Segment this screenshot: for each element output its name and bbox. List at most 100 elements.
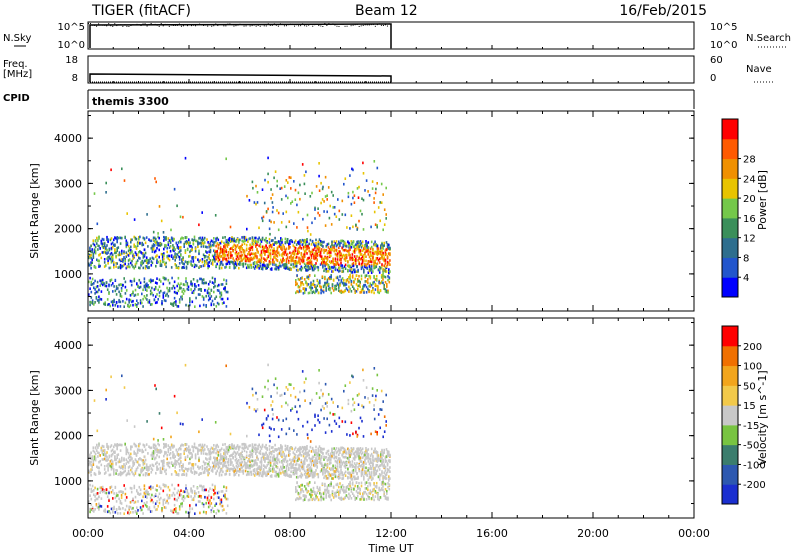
power-echo-cell (112, 303, 114, 307)
power-echo-cell (317, 211, 319, 215)
power-echo-cell (375, 250, 378, 254)
freq-tick-bottom: 8 (72, 73, 78, 84)
power-echo-cell (344, 259, 347, 262)
power-echo-cell (325, 270, 328, 273)
power-echo-cell (256, 255, 258, 258)
power-echo-cell (363, 283, 365, 287)
power-echo-cell (274, 256, 276, 260)
power-echo-cell (166, 292, 168, 296)
power-echo-cell (156, 240, 158, 244)
velocity-echo-cell (330, 454, 332, 457)
nsearch-dot (263, 25, 265, 27)
power-echo-cell (194, 239, 197, 243)
nsearch-dot (382, 25, 384, 27)
power-echo-cell (251, 245, 254, 249)
power-echo-cell (165, 238, 167, 241)
power-echo-cell (315, 262, 317, 265)
power-echo-cell (103, 261, 106, 264)
power-echo-cell (322, 290, 325, 294)
velocity-echo-cell (252, 472, 255, 476)
velocity-echo-cell (214, 447, 216, 451)
velocity-echo-cell (113, 473, 115, 476)
velocity-echo-cell (128, 454, 131, 458)
power-echo-cell (316, 245, 318, 248)
power-echo-cell (384, 269, 387, 272)
velocity-echo-cell (285, 470, 288, 473)
velocity-echo-cell (339, 460, 341, 463)
velocity-echo-cell (252, 446, 255, 449)
velocity-echo-cell (90, 470, 92, 474)
power-echo-cell (96, 299, 99, 302)
velocity-echo-cell (228, 444, 231, 447)
velocity-echo-cell (227, 458, 230, 461)
velocity-echo-cell (161, 465, 164, 468)
power-echo-cell (178, 284, 181, 287)
power-echo-cell (264, 238, 266, 242)
power-echo-cell (115, 262, 117, 265)
velocity-echo-cell (315, 458, 317, 462)
power-echo-cell (348, 253, 350, 257)
power-echo-cell (183, 245, 185, 248)
power-echo-cell (89, 300, 91, 304)
power-echo-cell (94, 239, 97, 243)
velocity-echo-cell (123, 470, 125, 474)
power-echo-cell (350, 243, 353, 246)
power-echo-cell (373, 266, 375, 270)
power-echo-cell (349, 278, 351, 281)
velocity-echo-cell (331, 467, 333, 470)
velocity-echo-cell (96, 443, 98, 447)
power-echo-cell (297, 261, 299, 264)
power-echo-cell (211, 276, 214, 280)
power-echo-cell (94, 245, 97, 249)
power-echo-cell (260, 240, 263, 243)
velocity-echo-cell (125, 446, 128, 449)
velocity-echo-cell (91, 455, 93, 458)
power-echo-cell (250, 266, 253, 269)
power-echo-cell (353, 268, 356, 272)
power-echo-cell (298, 256, 300, 260)
power-echo-cell (303, 245, 306, 248)
velocity-echo-cell (202, 449, 205, 452)
power-echo-cell (149, 292, 152, 296)
velocity-echo-cell (191, 471, 193, 474)
power-echo-cell (335, 287, 338, 291)
velocity-echo-cell (181, 465, 183, 469)
velocity-echo-cell (290, 466, 292, 470)
velocity-echo-cell (297, 457, 299, 460)
power-echo-cell (301, 163, 304, 166)
velocity-echo-cell (94, 458, 97, 462)
nsearch-dot (378, 23, 380, 25)
power-echo-cell (111, 253, 114, 256)
velocity-echo-cell (94, 473, 97, 476)
power-echo-cell (231, 260, 233, 264)
power-echo-cell (375, 263, 378, 266)
velocity-echo-cell (272, 446, 274, 449)
nsearch-dot (219, 24, 221, 26)
power-echo-cell (220, 297, 223, 301)
power-echo-cell (199, 259, 201, 262)
power-echo-cell (161, 260, 164, 264)
power-echo-cell (118, 236, 121, 240)
power-echo-cell (319, 281, 321, 285)
power-echo-cell (330, 251, 332, 254)
velocity-echo-cell (186, 447, 189, 451)
velocity-echo-cell (256, 447, 258, 451)
power-echo-cell (334, 252, 337, 256)
power-echo-cell (353, 249, 356, 253)
nsearch-dot (354, 24, 356, 26)
power-echo-cell (382, 274, 384, 277)
power-echo-cell (233, 266, 235, 270)
velocity-echo-cell (169, 446, 172, 449)
power-echo-cell (261, 266, 264, 269)
power-echo-cell (323, 240, 325, 244)
power-echo-cell (181, 266, 183, 270)
velocity-echo-cell (253, 469, 256, 473)
velocity-echo-cell (308, 474, 310, 478)
power-echo-cell (105, 264, 107, 267)
velocity-echo-cell (336, 475, 339, 479)
power-echo-cell (225, 157, 227, 161)
velocity-echo-cell (315, 449, 317, 452)
nsearch-dot (94, 24, 96, 26)
velocity-echo-cell (109, 464, 112, 468)
nsearch-dot (176, 24, 178, 26)
